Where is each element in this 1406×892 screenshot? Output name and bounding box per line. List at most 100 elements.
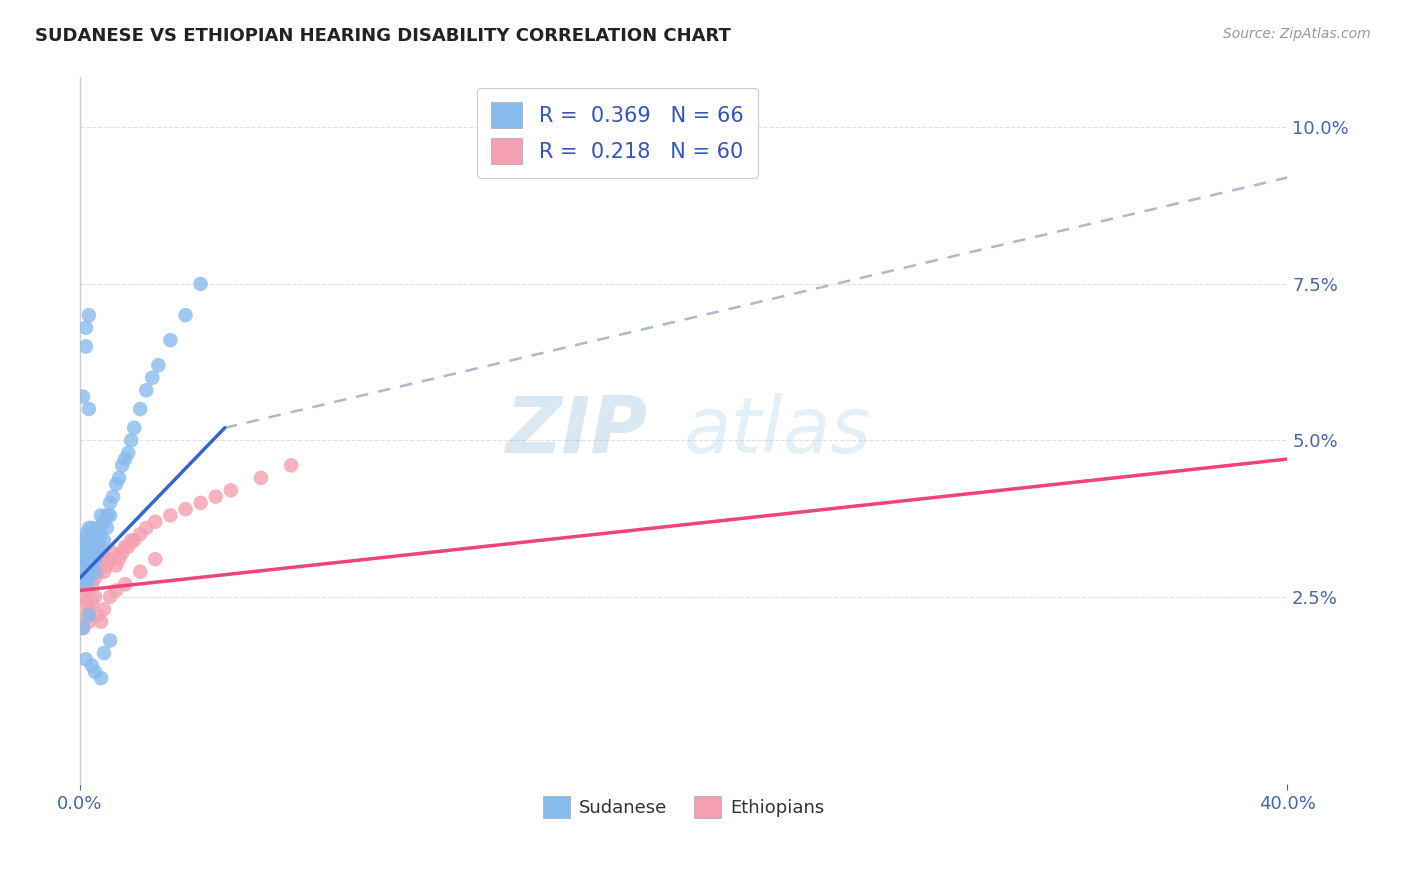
Point <box>84 565 107 579</box>
Point <box>72 552 94 566</box>
Point <box>105 558 128 573</box>
Point <box>143 515 166 529</box>
Point <box>80 546 103 560</box>
Point <box>72 546 94 560</box>
Point <box>84 540 107 554</box>
Point <box>101 490 124 504</box>
Point <box>72 533 94 548</box>
Point <box>72 577 94 591</box>
Point <box>105 477 128 491</box>
Point <box>75 552 97 566</box>
Point <box>77 540 100 554</box>
Point <box>98 552 121 566</box>
Point <box>77 546 100 560</box>
Text: SUDANESE VS ETHIOPIAN HEARING DISABILITY CORRELATION CHART: SUDANESE VS ETHIOPIAN HEARING DISABILITY… <box>35 27 731 45</box>
Point <box>75 339 97 353</box>
Point <box>72 390 94 404</box>
Text: ZIP: ZIP <box>505 393 647 469</box>
Point <box>219 483 242 498</box>
Point <box>98 590 121 604</box>
Point <box>122 421 145 435</box>
Point <box>87 565 110 579</box>
Point <box>117 446 139 460</box>
Point <box>77 402 100 417</box>
Point <box>141 370 163 384</box>
Point <box>105 583 128 598</box>
Point <box>96 521 118 535</box>
Point <box>72 590 94 604</box>
Point <box>72 558 94 573</box>
Point <box>80 658 103 673</box>
Point <box>77 558 100 573</box>
Point <box>250 471 273 485</box>
Point <box>75 577 97 591</box>
Point <box>114 577 136 591</box>
Point <box>72 621 94 635</box>
Point <box>75 596 97 610</box>
Point <box>80 565 103 579</box>
Point <box>80 552 103 566</box>
Point <box>84 665 107 679</box>
Point <box>72 558 94 573</box>
Point <box>135 521 157 535</box>
Point <box>159 333 181 347</box>
Point <box>174 502 197 516</box>
Point <box>90 546 112 560</box>
Point <box>75 540 97 554</box>
Point <box>75 652 97 666</box>
Point <box>129 402 152 417</box>
Point <box>148 358 170 372</box>
Point <box>77 608 100 623</box>
Point <box>75 546 97 560</box>
Point <box>204 490 226 504</box>
Point <box>90 558 112 573</box>
Point <box>75 608 97 623</box>
Point <box>72 571 94 585</box>
Text: atlas: atlas <box>683 393 872 469</box>
Point <box>114 452 136 467</box>
Point <box>93 602 115 616</box>
Point <box>174 308 197 322</box>
Point <box>190 277 212 291</box>
Point <box>96 558 118 573</box>
Point <box>90 615 112 629</box>
Point <box>93 515 115 529</box>
Point <box>108 552 131 566</box>
Point <box>96 508 118 523</box>
Point <box>87 521 110 535</box>
Point <box>72 565 94 579</box>
Point <box>77 602 100 616</box>
Point <box>72 540 94 554</box>
Point <box>75 320 97 334</box>
Point <box>90 540 112 554</box>
Point <box>80 558 103 573</box>
Point <box>129 565 152 579</box>
Point <box>75 565 97 579</box>
Point <box>190 496 212 510</box>
Point <box>84 552 107 566</box>
Point <box>72 621 94 635</box>
Point <box>90 671 112 685</box>
Point <box>90 527 112 541</box>
Point <box>98 633 121 648</box>
Point <box>159 508 181 523</box>
Point <box>90 508 112 523</box>
Point <box>87 546 110 560</box>
Point <box>108 471 131 485</box>
Point <box>84 558 107 573</box>
Point <box>93 533 115 548</box>
Point <box>72 552 94 566</box>
Point <box>77 571 100 585</box>
Point <box>101 546 124 560</box>
Point <box>120 533 142 548</box>
Point <box>87 608 110 623</box>
Point <box>117 540 139 554</box>
Point <box>77 571 100 585</box>
Point <box>77 308 100 322</box>
Point <box>77 615 100 629</box>
Point <box>75 558 97 573</box>
Point <box>143 552 166 566</box>
Point <box>77 546 100 560</box>
Point <box>75 552 97 566</box>
Point <box>98 496 121 510</box>
